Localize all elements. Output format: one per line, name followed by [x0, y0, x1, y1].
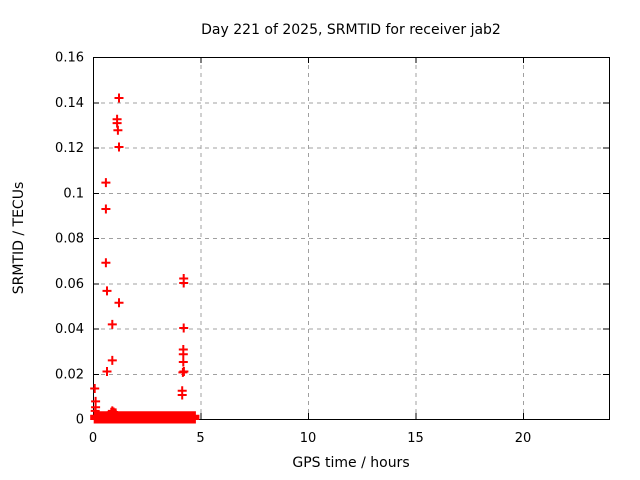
y-tick-label: 0.06 — [55, 277, 84, 292]
y-tick-label: 0.14 — [55, 96, 84, 111]
x-tick-label: 15 — [407, 431, 424, 446]
y-tick-label: 0.04 — [55, 322, 84, 337]
y-tick-label: 0 — [76, 413, 84, 428]
dense-band-markers — [90, 411, 200, 424]
x-tick-label: 5 — [196, 431, 204, 446]
x-tick-label: 0 — [89, 431, 97, 446]
y-tick-label: 0.08 — [55, 232, 84, 247]
x-tick-label: 20 — [515, 431, 532, 446]
y-tick-label: 0.12 — [55, 141, 84, 156]
chart-title: Day 221 of 2025, SRMTID for receiver jab… — [201, 22, 501, 38]
scatter-markers — [90, 93, 189, 418]
y-tick-label: 0.1 — [63, 186, 84, 201]
x-tick-label: 10 — [300, 431, 317, 446]
x-axis-label: GPS time / hours — [292, 455, 410, 471]
y-tick-label: 0.16 — [55, 51, 84, 66]
y-tick-label: 0.02 — [55, 367, 84, 382]
